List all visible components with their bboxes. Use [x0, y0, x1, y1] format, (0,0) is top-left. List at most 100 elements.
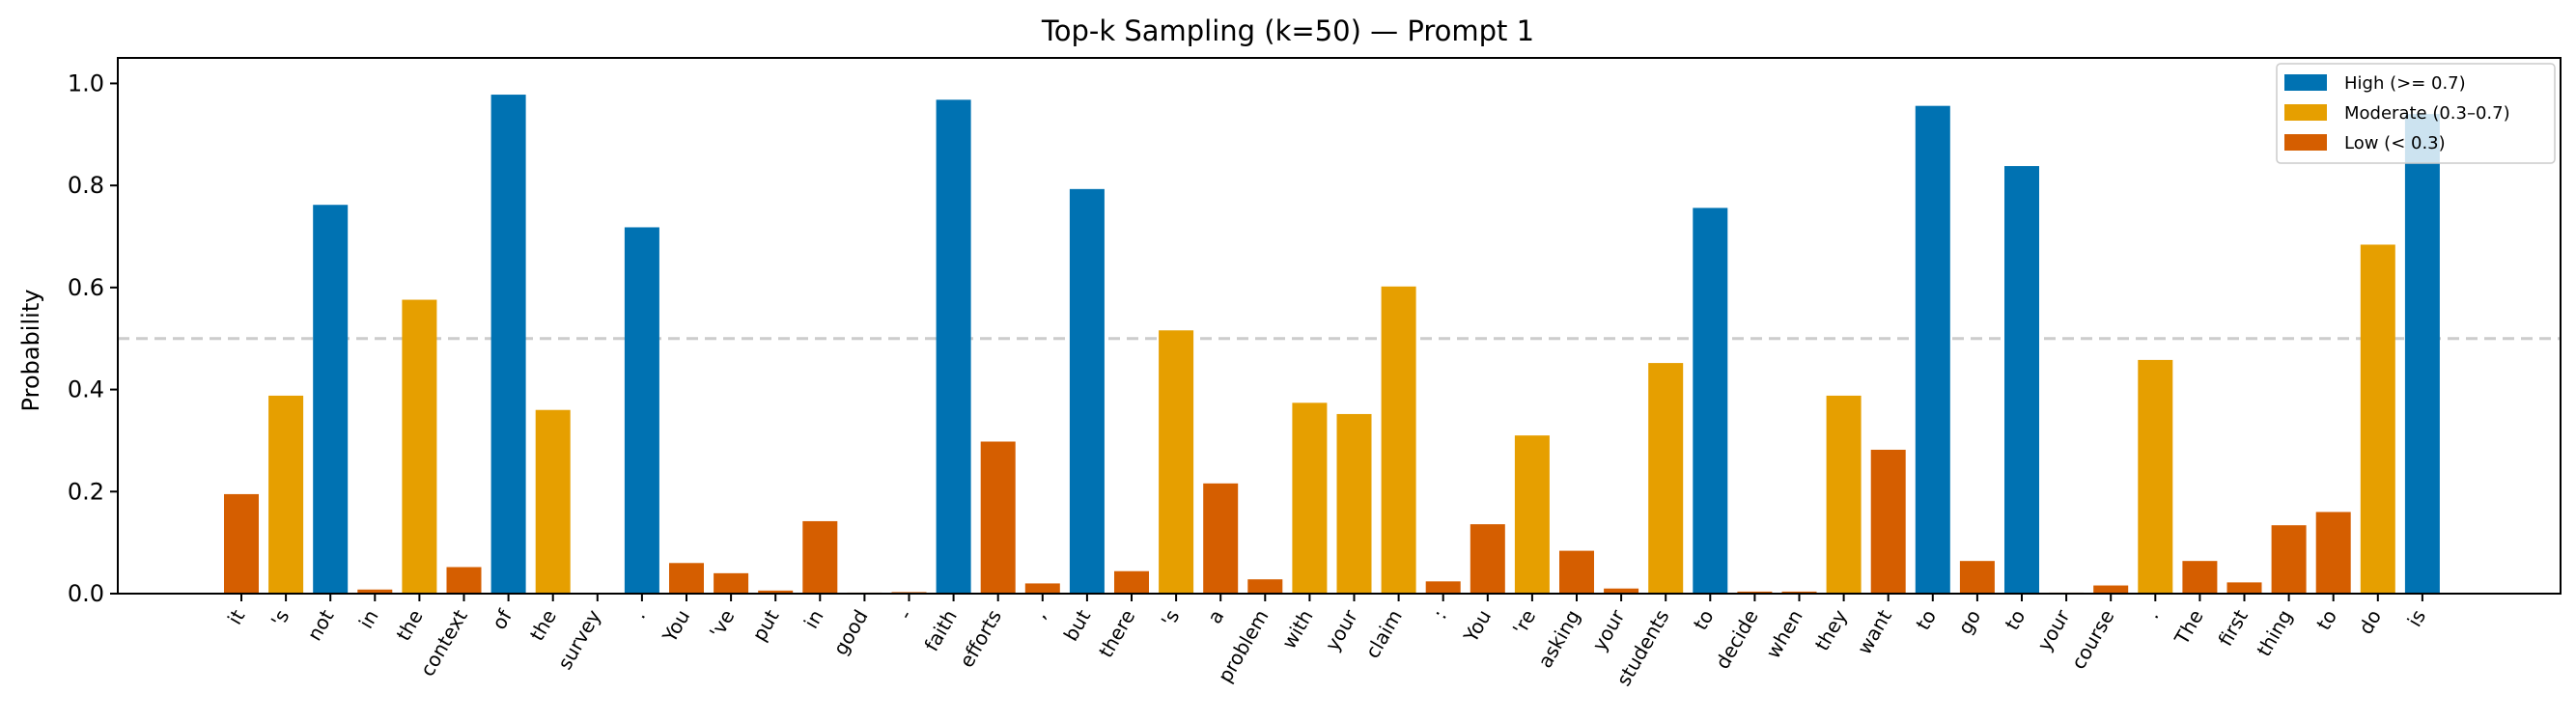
- bar-28: [1470, 524, 1505, 594]
- x-tick-label-10: You: [658, 606, 695, 648]
- x-tick-label-28: You: [1459, 606, 1497, 648]
- bar-30: [1559, 550, 1594, 594]
- bar-36: [1826, 395, 1862, 594]
- bar-38: [1915, 105, 1950, 594]
- y-tick-label-4: 0.8: [68, 172, 104, 199]
- x-tick-label-9: .: [627, 606, 650, 624]
- x-tick-label-35: when: [1761, 606, 1807, 663]
- x-tick-label-21: 's: [1157, 606, 1185, 631]
- bar-5: [446, 567, 482, 594]
- x-tick-label-40: to: [2001, 606, 2030, 634]
- bar-18: [1024, 583, 1060, 594]
- y-tick-label-2: 0.4: [68, 376, 104, 403]
- bar-44: [2182, 561, 2218, 594]
- bar-37: [1870, 449, 1906, 594]
- bar-42: [2093, 585, 2129, 594]
- x-tick-label-3: in: [354, 606, 383, 633]
- bar-16: [936, 99, 971, 594]
- bar-31: [1604, 588, 1639, 594]
- y-tick-label-3: 0.6: [68, 274, 104, 301]
- x-tick-label-48: do: [2354, 606, 2386, 639]
- x-tick-label-34: decide: [1711, 606, 1763, 674]
- bar-27: [1425, 581, 1461, 594]
- x-tick-label-12: put: [747, 605, 783, 645]
- bar-3: [357, 589, 393, 594]
- x-tick-label-0: it: [223, 605, 250, 628]
- y-tick-label-5: 1.0: [68, 69, 104, 97]
- x-tick-label-39: go: [1953, 606, 1985, 639]
- bar-23: [1247, 579, 1283, 594]
- plot-frame: [117, 57, 2562, 595]
- x-tick-label-38: to: [1911, 606, 1941, 634]
- bar-9: [624, 227, 659, 594]
- legend-box: [2276, 63, 2556, 164]
- legend-swatch-moderate: [2284, 104, 2327, 121]
- x-tick-label-14: good: [828, 606, 873, 659]
- legend-label-moderate: Moderate (0.3–0.7): [2344, 103, 2510, 124]
- bars: [224, 95, 2440, 595]
- x-tick-label-22: a: [1203, 606, 1229, 628]
- x-tick-label-1: 's: [266, 606, 294, 631]
- x-tick-label-19: but: [1059, 605, 1095, 645]
- bar-48: [2360, 244, 2395, 594]
- x-tick-label-18: ,: [1027, 606, 1050, 624]
- bar-47: [2315, 512, 2351, 594]
- x-tick-label-6: of: [488, 605, 518, 634]
- x-tick-label-16: faith: [919, 606, 961, 655]
- x-tick-label-33: to: [1689, 606, 1719, 634]
- x-tick-label-30: asking: [1533, 606, 1584, 672]
- bar-2: [313, 205, 349, 594]
- y-tick-label-1: 0.2: [68, 478, 104, 505]
- x-tick-label-4: the: [392, 606, 428, 645]
- bar-24: [1292, 403, 1328, 594]
- y-tick-label-0: 0.0: [68, 580, 104, 607]
- x-tick-label-26: claim: [1360, 606, 1407, 663]
- bar-6: [490, 95, 526, 595]
- bar-49: [2404, 114, 2440, 595]
- bar-33: [1693, 208, 1728, 594]
- legend: High (>= 0.7) Moderate (0.3–0.7) Low (< 0.…: [2276, 63, 2556, 164]
- legend-swatch-high: [2284, 74, 2327, 91]
- x-tick-label-15: -: [893, 606, 916, 624]
- bar-29: [1514, 435, 1550, 594]
- x-tick-label-2: not: [302, 605, 338, 645]
- bar-43: [2138, 359, 2173, 594]
- bar-25: [1336, 413, 1372, 594]
- x-tick-label-20: there: [1094, 606, 1139, 662]
- x-tick-label-11: 've: [705, 606, 740, 643]
- legend-label-low: Low (< 0.3): [2344, 133, 2446, 153]
- x-tick-label-46: thing: [2252, 606, 2297, 661]
- x-tick-label-47: to: [2311, 606, 2341, 634]
- x-tick-label-49: is: [2402, 606, 2430, 631]
- bar-40: [2004, 166, 2039, 595]
- x-tick-label-24: with: [1277, 606, 1318, 653]
- x-tick-label-42: course: [2066, 606, 2118, 674]
- x-tick-label-29: 're: [1508, 606, 1541, 639]
- x-tick-label-25: your: [1321, 605, 1363, 655]
- bar-35: [1781, 591, 1817, 594]
- bar-34: [1737, 591, 1773, 594]
- bar-21: [1159, 330, 1194, 594]
- chart-title: Top-k Sampling (k=50) — Prompt 1: [1041, 14, 1534, 47]
- x-tick-label-37: want: [1853, 605, 1896, 658]
- y-axis: 0.0 0.2 0.4 0.6 0.8 1.0: [68, 69, 118, 607]
- x-tick-label-17: efforts: [955, 606, 1006, 672]
- bar-7: [535, 409, 571, 594]
- bar-1: [268, 395, 304, 594]
- x-tick-label-45: first: [2213, 605, 2252, 650]
- x-tick-label-44: The: [2170, 606, 2208, 650]
- x-tick-label-7: the: [525, 606, 561, 645]
- bar-46: [2271, 525, 2307, 594]
- bar-26: [1381, 286, 1416, 594]
- y-axis-label: Probability: [17, 290, 44, 412]
- bar-39: [1959, 561, 1995, 594]
- bar-11: [714, 572, 749, 594]
- x-tick-label-31: your: [1587, 605, 1630, 655]
- bar-20: [1114, 570, 1149, 594]
- bar-0: [224, 493, 259, 594]
- bar-4: [402, 299, 437, 594]
- bar-22: [1203, 483, 1239, 594]
- bar-45: [2226, 582, 2262, 594]
